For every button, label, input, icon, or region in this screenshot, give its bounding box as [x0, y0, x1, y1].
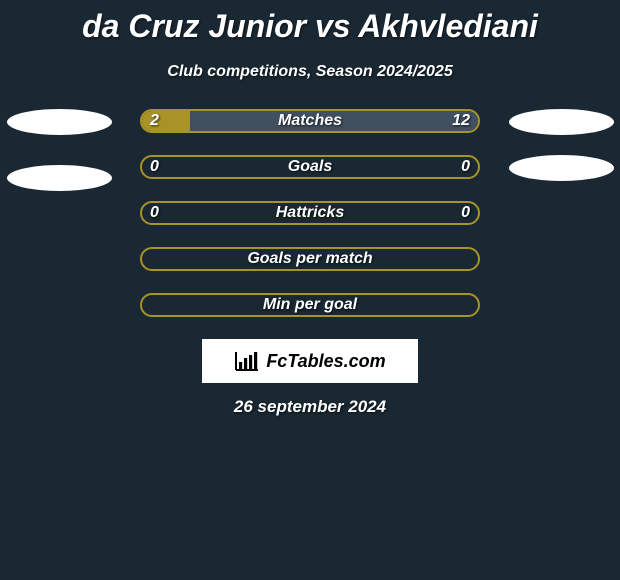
stat-label: Hattricks — [142, 203, 478, 223]
stat-row: Goals0 0 — [0, 155, 620, 181]
stats-area: Matches212Goals00Hattricks00Goals per ma… — [0, 109, 620, 319]
stat-label: Goals — [142, 157, 478, 177]
brand-box[interactable]: FcTables.com — [202, 339, 418, 383]
stat-bar: Matches — [140, 109, 480, 133]
comparison-widget: da Cruz Junior vs Akhvlediani Club compe… — [0, 0, 620, 580]
player-left-marker — [7, 165, 112, 191]
stat-value-left: 0 — [150, 201, 159, 225]
stat-value-right: 0 — [461, 201, 470, 225]
stat-row: Min per goal — [0, 293, 620, 319]
page-subtitle: Club competitions, Season 2024/2025 — [0, 63, 620, 81]
page-title: da Cruz Junior vs Akhvlediani — [0, 8, 620, 45]
stat-bar: Hattricks — [140, 201, 480, 225]
player-right-marker — [509, 155, 614, 181]
stat-row: Hattricks0 0 — [0, 201, 620, 227]
stat-bar: Goals per match — [140, 247, 480, 271]
stat-bar: Min per goal — [140, 293, 480, 317]
bar-chart-icon — [234, 350, 260, 372]
stat-bar: Goals — [140, 155, 480, 179]
stat-value-left: 0 — [150, 155, 159, 179]
stat-label: Matches — [142, 111, 478, 131]
stat-row: Matches2 12 — [0, 109, 620, 135]
date-line: 26 september 2024 — [0, 397, 620, 417]
stat-value-right: 12 — [452, 109, 470, 133]
brand-text: FcTables.com — [266, 351, 385, 372]
player-right-marker — [509, 109, 614, 135]
player-left-marker — [7, 109, 112, 135]
stat-value-right: 0 — [461, 155, 470, 179]
stat-value-left: 2 — [150, 109, 159, 133]
stat-label: Min per goal — [142, 295, 478, 315]
stat-row: Goals per match — [0, 247, 620, 273]
stat-label: Goals per match — [142, 249, 478, 269]
